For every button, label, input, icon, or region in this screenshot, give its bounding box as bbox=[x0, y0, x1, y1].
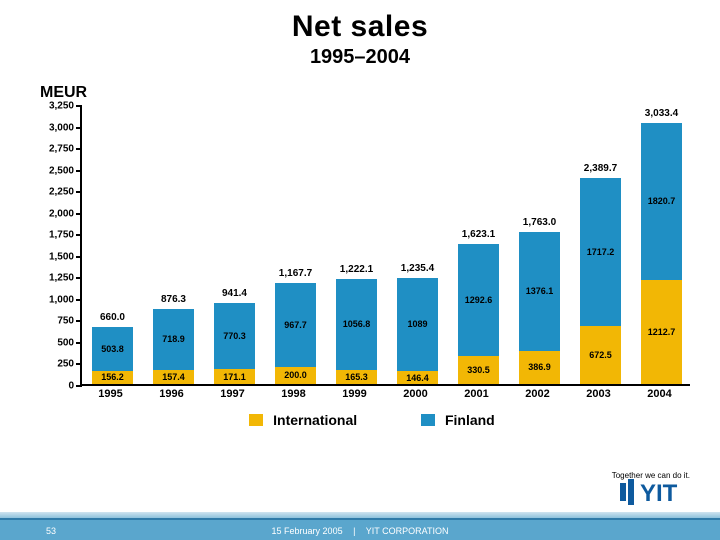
y-tick-label: 500 bbox=[30, 337, 74, 348]
footer-bar: 53 15 February 2005 | YIT CORPORATION bbox=[0, 518, 720, 540]
net-sales-chart: 156.2503.8660.0157.4718.9876.3171.1770.3… bbox=[30, 106, 690, 406]
x-tick-label: 2001 bbox=[464, 388, 488, 400]
legend-label-finland: Finland bbox=[445, 412, 495, 428]
y-tick-label: 750 bbox=[30, 316, 74, 327]
y-axis-labels: 02505007501,0001,2501,5001,7502,0002,250… bbox=[30, 106, 690, 386]
yit-logo: YIT bbox=[620, 477, 696, 512]
y-tick-label: 3,000 bbox=[30, 122, 74, 133]
x-tick-label: 2002 bbox=[525, 388, 549, 400]
y-tick-label: 2,750 bbox=[30, 144, 74, 155]
x-tick-label: 1996 bbox=[159, 388, 183, 400]
y-tick-label: 1,750 bbox=[30, 230, 74, 241]
legend-label-international: International bbox=[273, 412, 357, 428]
footer-org: YIT CORPORATION bbox=[366, 526, 449, 536]
x-tick-label: 1999 bbox=[342, 388, 366, 400]
y-tick-label: 2,500 bbox=[30, 165, 74, 176]
x-tick-label: 1997 bbox=[220, 388, 244, 400]
x-tick-label: 1995 bbox=[98, 388, 122, 400]
legend: International Finland bbox=[0, 412, 720, 428]
legend-swatch-finland bbox=[421, 414, 435, 426]
x-tick-label: 2004 bbox=[647, 388, 671, 400]
footer-separator: | bbox=[353, 526, 355, 536]
y-tick-label: 1,000 bbox=[30, 294, 74, 305]
y-tick-label: 250 bbox=[30, 359, 74, 370]
legend-swatch-international bbox=[249, 414, 263, 426]
y-tick-label: 1,250 bbox=[30, 273, 74, 284]
x-tick-label: 2003 bbox=[586, 388, 610, 400]
page-subtitle: 1995–2004 bbox=[0, 46, 720, 69]
y-axis-unit: MEUR bbox=[40, 84, 87, 102]
y-tick-label: 3,250 bbox=[30, 101, 74, 112]
footer-date: 15 February 2005 bbox=[272, 526, 343, 536]
footer-text: 15 February 2005 | YIT CORPORATION bbox=[0, 526, 720, 536]
page-title: Net sales bbox=[0, 0, 720, 44]
x-axis-labels: 1995 1996 1997 1998 1999 2000 2001 2002 2003 2004 bbox=[80, 388, 690, 406]
y-tick-label: 1,500 bbox=[30, 251, 74, 262]
slide: Net sales 1995–2004 MEUR 156.2503.8660.0… bbox=[0, 0, 720, 540]
x-tick-label: 1998 bbox=[281, 388, 305, 400]
y-tick-label: 0 bbox=[30, 381, 74, 392]
logo-text: YIT bbox=[640, 480, 678, 507]
y-tick-label: 2,000 bbox=[30, 208, 74, 219]
y-tick-label: 2,250 bbox=[30, 187, 74, 198]
x-tick-label: 2000 bbox=[403, 388, 427, 400]
